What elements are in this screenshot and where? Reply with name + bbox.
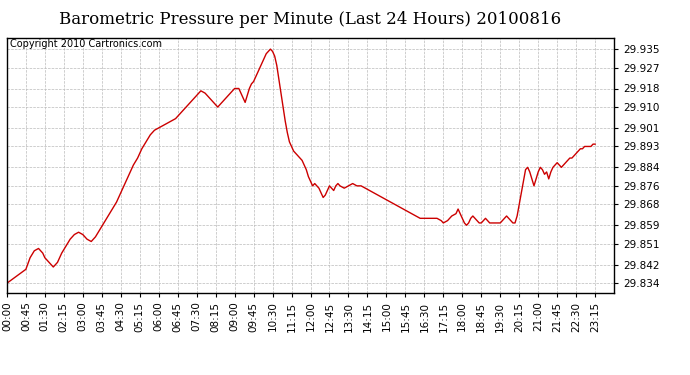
Text: Copyright 2010 Cartronics.com: Copyright 2010 Cartronics.com xyxy=(10,39,162,49)
Text: Barometric Pressure per Minute (Last 24 Hours) 20100816: Barometric Pressure per Minute (Last 24 … xyxy=(59,11,562,28)
